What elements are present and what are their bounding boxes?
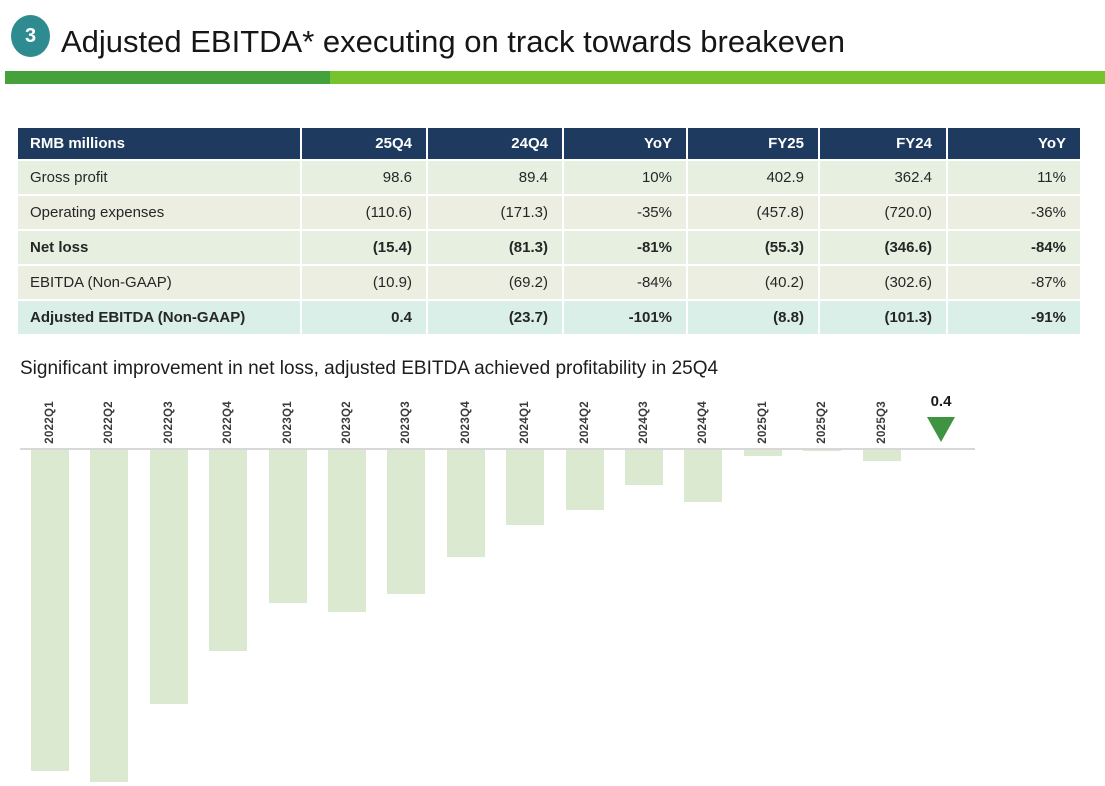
table-cell: (81.3) [428,231,564,264]
table-cell: (8.8) [688,301,820,334]
bar-2023Q1 [268,450,307,603]
table-row: Operating expenses (110.6) (171.3) -35% (457… [18,196,1082,231]
row-label: Adjusted EBITDA (Non-GAAP) [18,301,302,334]
table-cell: -87% [948,266,1082,299]
column-header: 25Q4 [302,128,428,159]
x-axis-label: 2024Q1 [519,401,532,444]
column-header: YoY [564,128,688,159]
table-row: Gross profit 98.6 89.4 10% 402.9 362.4 11% [18,161,1082,196]
down-triangle-icon [927,417,955,442]
bar-2025Q1 [743,450,782,456]
bar-2022Q4 [209,450,248,651]
page-title: Adjusted EBITDA* executing on track towa… [61,24,846,59]
table-cell: 11% [948,161,1082,194]
table-cell: 402.9 [688,161,820,194]
table-cell: -84% [564,266,688,299]
table-cell: (346.6) [820,231,948,264]
bar-2023Q2 [328,450,366,612]
table-header-row: RMB millions 25Q4 24Q4 YoY FY25 FY24 YoY [18,128,1082,161]
column-header: FY24 [820,128,948,159]
bar-2024Q4 [684,450,723,502]
table-cell: (15.4) [302,231,428,264]
x-axis-label: 2025Q2 [816,401,829,444]
x-axis-label: 2023Q4 [459,401,472,444]
table-cell: 10% [564,161,688,194]
x-axis-label: 2025Q3 [875,401,888,444]
table-cell: (110.6) [302,196,428,229]
bar-2022Q3 [149,450,188,704]
table-body: Gross profit 98.6 89.4 10% 402.9 362.4 11% Oper… [18,161,1082,336]
table-row: Net loss (15.4) (81.3) -81% (55.3) (346.6) -84… [18,231,1082,266]
table-cell: (23.7) [428,301,564,334]
table-cell: -84% [948,231,1082,264]
title-underline [5,71,1105,84]
bar-2024Q3 [625,450,663,485]
table-cell: (457.8) [688,196,820,229]
table-cell: 98.6 [302,161,428,194]
badge-number: 3 [24,24,37,47]
table-cell: (720.0) [820,196,948,229]
x-axis-label: 2022Q4 [222,401,235,444]
table-cell: (40.2) [688,266,820,299]
row-label: EBITDA (Non-GAAP) [18,266,302,299]
x-axis-line [20,448,975,450]
row-label: Operating expenses [18,196,302,229]
x-axis-label: 2024Q4 [697,401,710,444]
table-cell: -36% [948,196,1082,229]
x-axis-label: 2022Q3 [162,401,175,444]
bar-2023Q3 [387,450,426,594]
chart-caption: Significant improvement in net loss, adj… [20,358,719,379]
x-axis-label: 2024Q2 [578,401,591,444]
row-label: Net loss [18,231,302,264]
bar-2024Q2 [565,450,604,510]
column-header: RMB millions [18,128,302,159]
bar-2023Q4 [446,450,485,557]
financial-table: RMB millions 25Q4 24Q4 YoY FY25 FY24 YoY Gross… [18,128,1082,336]
table-cell: (55.3) [688,231,820,264]
x-axis-label: 2023Q1 [281,401,294,444]
table-cell: -81% [564,231,688,264]
table-cell: 89.4 [428,161,564,194]
table-cell: (302.6) [820,266,948,299]
x-axis-label: 2024Q3 [638,401,650,444]
column-header: 24Q4 [428,128,564,159]
bar-2022Q1 [31,450,69,771]
table-cell: (101.3) [820,301,948,334]
title-underline-dark-segment [5,71,330,84]
table-cell: (69.2) [428,266,564,299]
table-row: EBITDA (Non-GAAP) (10.9) (69.2) -84% (40.2)(… [18,266,1082,301]
table-cell: 362.4 [820,161,948,194]
bar-2025Q2 [803,450,842,451]
annotation-value: 0.4 [930,393,952,410]
row-label: Gross profit [18,161,302,194]
x-axis-label: 2023Q2 [341,401,353,444]
column-header: YoY [948,128,1082,159]
table-cell: 0.4 [302,301,428,334]
column-header: FY25 [688,128,820,159]
table-cell: -91% [948,301,1082,334]
x-axis-label: 2022Q2 [103,401,116,444]
x-axis-label: 2025Q1 [756,401,769,444]
table-cell: -101% [564,301,688,334]
bar-2022Q2 [90,450,129,782]
table-cell: (171.3) [428,196,564,229]
table-row: Adjusted EBITDA (Non-GAAP) 0.4 (23.7) -101%… [18,301,1082,336]
section-number-badge: 3 [11,15,50,57]
x-axis-label: 2023Q3 [400,401,413,444]
bar-2025Q3 [862,450,901,461]
x-axis-label: 2022Q1 [44,401,56,444]
table-cell: (10.9) [302,266,428,299]
table-cell: -35% [564,196,688,229]
bar-2024Q1 [506,450,545,525]
